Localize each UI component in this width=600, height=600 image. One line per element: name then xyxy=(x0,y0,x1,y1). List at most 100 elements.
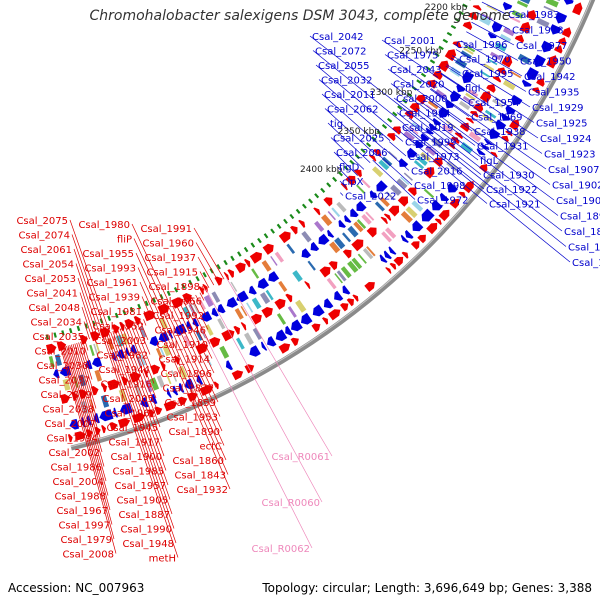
reverse-gene-arrow xyxy=(432,70,443,81)
reverse-gene-arrow xyxy=(465,117,474,124)
reverse-gene-arrow xyxy=(351,239,364,252)
scale-tick xyxy=(195,275,200,282)
reverse-gene-label: Csal_1932 xyxy=(176,485,228,496)
reverse-gene-arrow xyxy=(199,385,214,396)
forward-gene-label: Csal_1950 xyxy=(520,57,572,68)
scale-tick xyxy=(326,182,332,188)
reverse-gene-label: Csal_1952 xyxy=(92,322,144,333)
reverse-gene-label-line xyxy=(103,334,177,544)
gene-category-block xyxy=(240,305,248,317)
reverse-gene-label: Csal_1990 xyxy=(120,525,172,536)
forward-gene-arrow xyxy=(69,418,80,430)
scale-tick xyxy=(122,309,127,316)
forward-gene-arrow xyxy=(312,304,325,317)
gene-category-block xyxy=(400,211,413,223)
forward-gene-label: Csal_1938 xyxy=(474,127,526,138)
reverse-gene-arrow xyxy=(322,317,329,325)
gene-category-block xyxy=(356,219,367,229)
reverse-gene-label: Csal_1937 xyxy=(144,253,196,264)
reverse-gene-label: Csal_2036 xyxy=(36,361,88,372)
forward-gene-arrow xyxy=(285,325,293,336)
forward-gene-arrow xyxy=(53,369,60,379)
gene-category-block xyxy=(379,196,390,207)
forward-gene-label-line xyxy=(321,93,384,149)
forward-gene-arrow xyxy=(431,199,443,211)
reverse-gene-label: Csal_1898 xyxy=(148,282,200,293)
reverse-gene-arrow xyxy=(250,313,262,325)
forward-gene-arrow xyxy=(248,285,257,295)
reverse-gene-label-line xyxy=(66,345,109,496)
forward-gene-label: Csal_1970 xyxy=(459,55,511,66)
forward-gene-label-line xyxy=(309,35,412,115)
reverse-gene-arrow xyxy=(244,259,251,268)
reverse-gene-label: Csal_1980 xyxy=(78,220,130,231)
forward-gene-arrow xyxy=(421,208,435,222)
reverse-gene-arrow xyxy=(392,126,402,135)
reverse-gene-arrow xyxy=(486,84,496,93)
reverse-gene-label-line xyxy=(199,271,210,288)
reverse-gene-label: Csal_2004 xyxy=(52,477,104,488)
forward-gene-arrow xyxy=(310,241,320,251)
reverse-gene-label: Csal_2034 xyxy=(30,318,82,329)
gene-category-block xyxy=(545,0,559,8)
forward-gene-label-line xyxy=(452,55,458,59)
scale-tick xyxy=(434,52,440,58)
gene-category-block xyxy=(203,294,214,308)
reverse-gene-arrow xyxy=(90,386,99,396)
forward-gene-label: Csal_1954 xyxy=(468,98,520,109)
forward-gene-arrow xyxy=(563,0,574,5)
reverse-gene-arrow xyxy=(409,102,420,113)
forward-gene-label: Csal_2032 xyxy=(321,76,373,87)
gene-category-block xyxy=(314,220,325,232)
reverse-gene-arrow xyxy=(111,324,120,334)
gene-category-block xyxy=(502,79,516,91)
reverse-gene-label: Csal_1988 xyxy=(54,492,106,503)
forward-gene-label: Csal_1999 xyxy=(405,138,457,149)
reverse-gene-label-line xyxy=(195,242,220,283)
forward-gene-label-line xyxy=(411,114,563,232)
scale-tick xyxy=(257,237,262,244)
reverse-gene-label-line xyxy=(117,329,165,457)
forward-gene-arrow xyxy=(301,312,313,325)
reverse-gene-label-line xyxy=(156,313,229,475)
forward-gene-arrow xyxy=(445,99,455,109)
gene-category-block xyxy=(543,5,556,13)
gene-category-block xyxy=(198,299,206,310)
reverse-gene-arrow xyxy=(407,187,417,197)
forward-gene-label: Csal_2072 xyxy=(315,47,367,58)
gene-category-block xyxy=(94,369,103,382)
gene-category-block xyxy=(327,211,336,221)
reverse-gene-label: Csal_1981 xyxy=(90,307,142,318)
reverse-gene-arrow xyxy=(501,56,513,68)
forward-gene-label-line xyxy=(396,112,408,121)
reverse-gene-label: Csal_2037 xyxy=(38,376,90,387)
gene-category-block xyxy=(351,257,363,270)
reverse-gene-label: Csal_2035 xyxy=(32,332,84,343)
reverse-gene-label-line xyxy=(64,346,111,511)
scale-tick xyxy=(84,323,88,329)
gene-category-block xyxy=(159,346,166,358)
scale-label: 2300 kbp xyxy=(370,88,413,98)
backbone-layer xyxy=(70,0,596,451)
gene-category-block xyxy=(195,329,203,341)
reverse-gene-label-line xyxy=(143,319,147,326)
gene-category-block xyxy=(536,17,550,28)
forward-gene-label: Csal_1935 xyxy=(528,88,580,99)
reverse-gene-arrow xyxy=(262,243,274,255)
forward-gene-arrow xyxy=(550,24,562,35)
scale-tick xyxy=(371,136,377,142)
forward-gene-arrow xyxy=(113,407,118,418)
forward-gene-label-line xyxy=(419,103,476,146)
forward-gene-label-line xyxy=(420,101,555,201)
gene-labels: Csal_1983 Csal_1978 Csal_1977 Csal_1950 Csal… xyxy=(16,10,600,565)
reverse-gene-arrow xyxy=(386,133,396,142)
gene-category-block xyxy=(219,345,230,359)
forward-gene-arrow xyxy=(412,220,424,232)
forward-gene-arrow xyxy=(533,54,546,68)
scale-tick xyxy=(114,312,119,319)
reverse-gene-label: Csal_1945 xyxy=(106,423,158,434)
reverse-gene-arrow xyxy=(150,364,160,375)
reverse-gene-label: Csal_1915 xyxy=(146,268,198,279)
scale-tick xyxy=(349,159,355,165)
